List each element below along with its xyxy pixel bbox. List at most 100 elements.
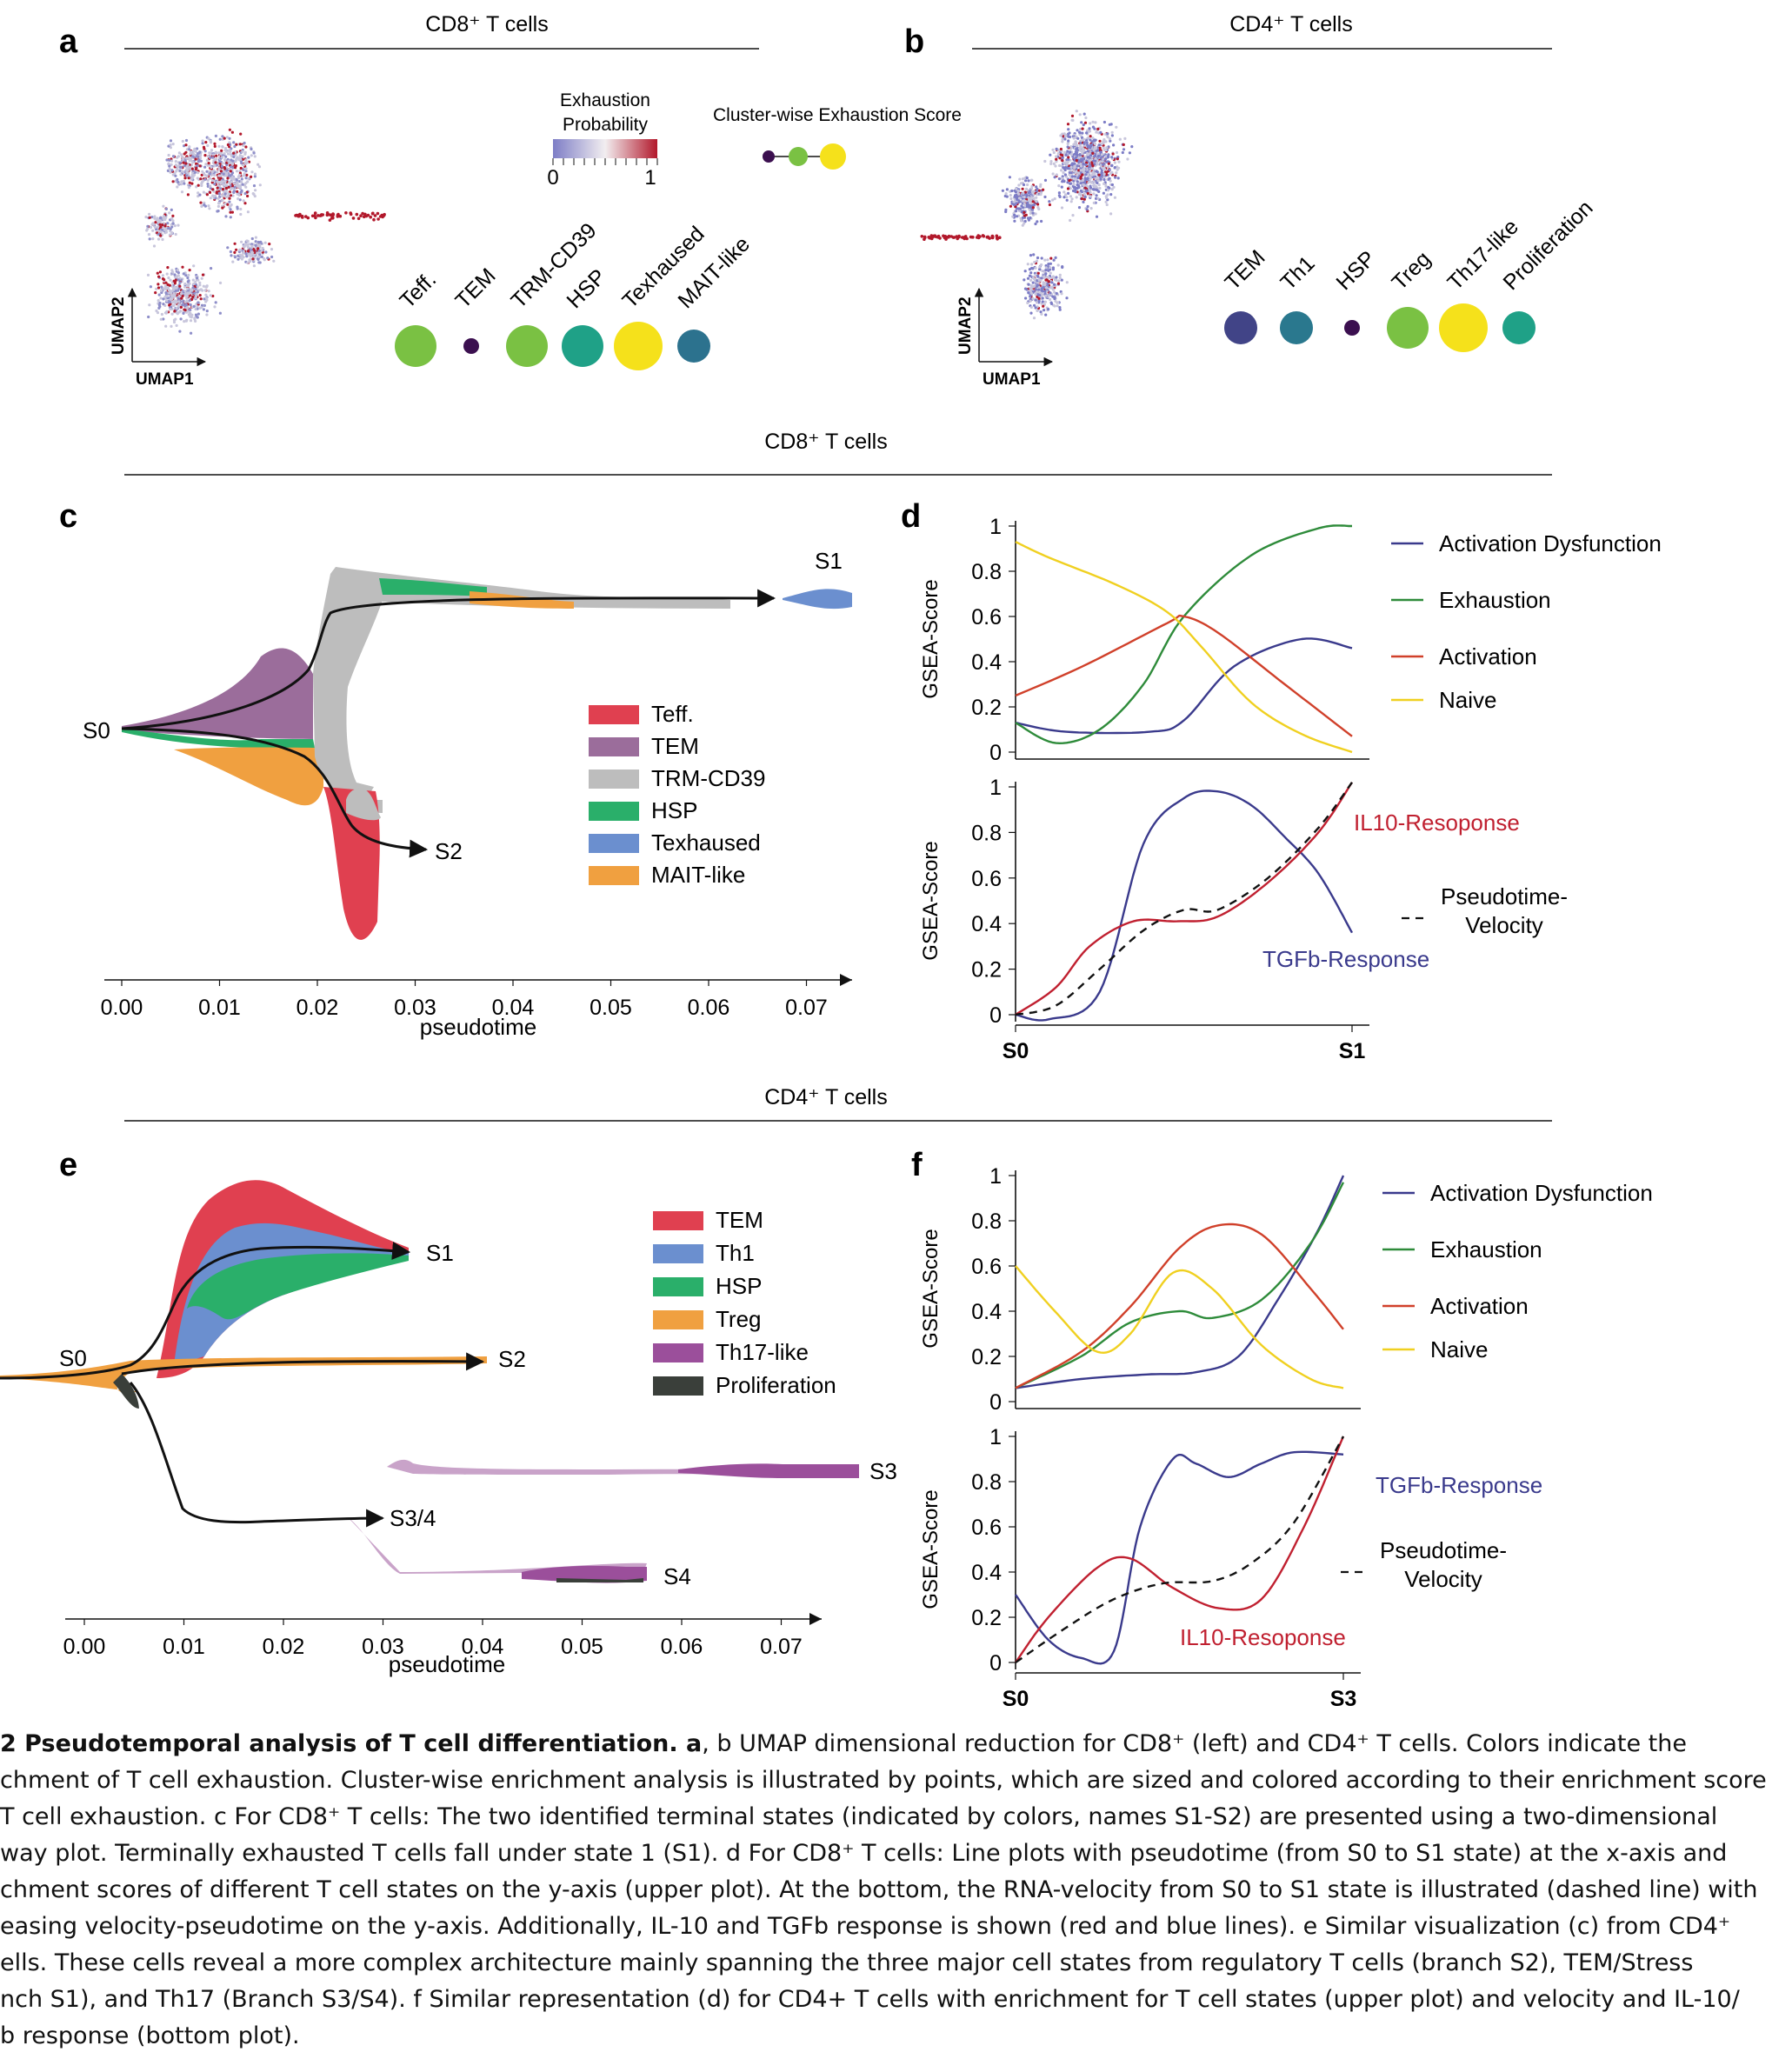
legend-swatch: [653, 1343, 703, 1362]
cluster-score-title: Cluster-wise Exhaustion Score: [713, 105, 962, 125]
stream-tem: [122, 648, 313, 739]
stream-th17-s3-wide: [678, 1463, 859, 1478]
cluster-label: Proliferation: [1498, 196, 1597, 295]
gsea-x-end: S1: [1339, 1039, 1366, 1063]
axis-tick: 0.02: [263, 1635, 305, 1659]
stream-hsp-top: [379, 578, 487, 596]
trajectory-s1-c: [121, 589, 776, 730]
gsea-ytick: 1: [989, 776, 1002, 800]
section-title-c: CD8⁺ T cells: [764, 430, 887, 454]
xlabel-c: pseudotime: [420, 1014, 536, 1040]
gsea-ytick: 0.6: [971, 1255, 1002, 1279]
gsea-curve-top: [1015, 1182, 1345, 1389]
axis-tick: 0.00: [101, 996, 143, 1020]
stream-treg-e: [0, 1356, 487, 1393]
caption-text: way plot. Terminally exhausted T cells f…: [0, 1840, 1728, 1867]
label-il10: IL10-Resoponse: [1354, 809, 1520, 836]
gsea-ytick: 0: [989, 1003, 1002, 1028]
state-s34-e: S3/4: [390, 1505, 436, 1531]
legend-label: Th1: [716, 1240, 755, 1266]
panel-f: f 1 0.8 0.6 0.4 0.2 0 GSEA-Score 1 0.8 0.6 0.4 0.2 0…: [911, 1147, 1653, 1711]
colorbar-tick-1: 1: [644, 166, 656, 190]
gsea-ylabel: GSEA-Score: [919, 579, 943, 698]
figure-panels: a CD8⁺ T cells UMAP2 UMAP1 Exhaustion Pr…: [0, 12, 1662, 1711]
cluster-dot-proliferation: [1502, 311, 1536, 344]
gsea-x-start: S0: [1003, 1039, 1029, 1063]
stream-trm-s2: [346, 788, 381, 821]
score-key-small: [763, 150, 775, 163]
axis-tick: 0.01: [163, 1635, 205, 1659]
score-key-large: [820, 143, 846, 170]
cluster-label: Treg: [1387, 247, 1435, 295]
caption-line: T cell exhaustion. c For CD8⁺ T cells: T…: [0, 1799, 1748, 1835]
legend-swatch: [653, 1244, 703, 1263]
legend-swatch: [653, 1211, 703, 1230]
curve-il10: [1015, 782, 1353, 1016]
gsea-plots-f: 1 0.8 0.6 0.4 0.2 0 GSEA-Score 1 0.8 0.6 0.4 0.2 0 GS…: [919, 1164, 1653, 1711]
label-tgfb: TGFb-Response: [1376, 1472, 1542, 1498]
state-s2-c: S2: [435, 838, 463, 864]
caption-text: chment scores of different T cell states…: [0, 1876, 1758, 1903]
pseudotime-axis-c: 0.00 0.01 0.02 0.03 0.04 0.05 0.06 0.07: [101, 974, 852, 1020]
legend-label: HSP: [651, 797, 697, 823]
cluster-dot-teff-: [395, 325, 436, 367]
legend-swatch: [589, 802, 639, 821]
legend-label: TEM: [716, 1207, 763, 1233]
label-velocity-1: Pseudotime-: [1380, 1537, 1507, 1563]
panel-d: d 1 0.8 0.6 0.4 0.2 0 GSEA-Score 1 0.8 0.6 0.4 0.2 0…: [901, 498, 1662, 1063]
trajectory-s2-e: [121, 1352, 485, 1376]
caption-line: b response (bottom plot).: [0, 2018, 1748, 2055]
trajectory-s2-c: [121, 727, 429, 858]
state-s4-e: S4: [663, 1563, 691, 1589]
label-tgfb: TGFb-Response: [1262, 946, 1429, 972]
gsea-curve-top: [1015, 637, 1353, 735]
caption-text: nch S1), and Th17 (Branch S3/S4). f Simi…: [0, 1986, 1740, 2013]
stream-hsp-e: [187, 1253, 409, 1320]
gsea-ytick: 1: [989, 1164, 1002, 1189]
panel-a: a CD8⁺ T cells UMAP2 UMAP1 Exhaustion Pr…: [59, 12, 962, 389]
legend-e: TEM Th1 HSP Treg Th17-like Proliferation: [653, 1207, 836, 1398]
score-key-medium: [789, 147, 808, 166]
gsea-ytick: 1: [989, 515, 1002, 539]
umap-scatter-cd8: [144, 128, 386, 335]
stream-mait: [174, 747, 323, 806]
axis-tick: 0.07: [760, 1635, 803, 1659]
caption-text: , b UMAP dimensional reduction for CD8⁺ …: [702, 1730, 1687, 1757]
state-s2-e: S2: [498, 1346, 526, 1372]
legend-swatch: [589, 737, 639, 756]
cluster-dot-th17-like: [1439, 303, 1488, 352]
colorbar-title-2: Probability: [563, 115, 649, 135]
gsea-ytick: 0.2: [971, 958, 1002, 983]
gsea-ytick: 0.6: [971, 605, 1002, 630]
panel-letter-b: b: [904, 23, 924, 60]
section-title-a: CD8⁺ T cells: [425, 12, 548, 37]
legend-label: Teff.: [651, 701, 694, 727]
caption-line: 2 Pseudotemporal analysis of T cell diff…: [0, 1726, 1748, 1762]
gsea-ytick: 0.4: [971, 912, 1002, 936]
gsea-legend-label: Exhaustion: [1439, 587, 1551, 613]
stream-prolif-e: [113, 1374, 139, 1409]
gsea-ytick: 0.6: [971, 867, 1002, 891]
gsea-ytick: 0.6: [971, 1516, 1002, 1540]
panel-c: CD8⁺ T cells c S0 S1 S2 Teff. TEM TRM-CD39…: [59, 430, 1552, 1040]
state-s1-c: S1: [815, 548, 843, 574]
axis-tick: 0.04: [492, 996, 535, 1020]
gsea-ytick: 0.2: [971, 1606, 1002, 1630]
state-s0-c: S0: [83, 717, 110, 743]
curve-tgfb: [1015, 789, 1354, 1022]
gsea-ytick: 0.4: [971, 1300, 1002, 1324]
legend-swatch: [589, 866, 639, 885]
panel-letter-c: c: [59, 498, 77, 535]
xlabel-e: pseudotime: [389, 1651, 505, 1677]
stream-prolif-s4: [556, 1578, 643, 1582]
legend-swatch: [653, 1277, 703, 1296]
caption-line: chment of T cell exhaustion. Cluster-wis…: [0, 1762, 1767, 1799]
axis-tick: 0.00: [63, 1635, 106, 1659]
caption-text: easing velocity-pseudotime on the y-axis…: [0, 1913, 1731, 1940]
caption-text: ells. These cells reveal a more complex …: [0, 1949, 1694, 1976]
label-velocity-2: Velocity: [1465, 912, 1543, 938]
cluster-label: HSP: [1331, 246, 1380, 295]
legend-swatch: [589, 705, 639, 724]
gsea-ylabel: GSEA-Score: [919, 841, 943, 960]
